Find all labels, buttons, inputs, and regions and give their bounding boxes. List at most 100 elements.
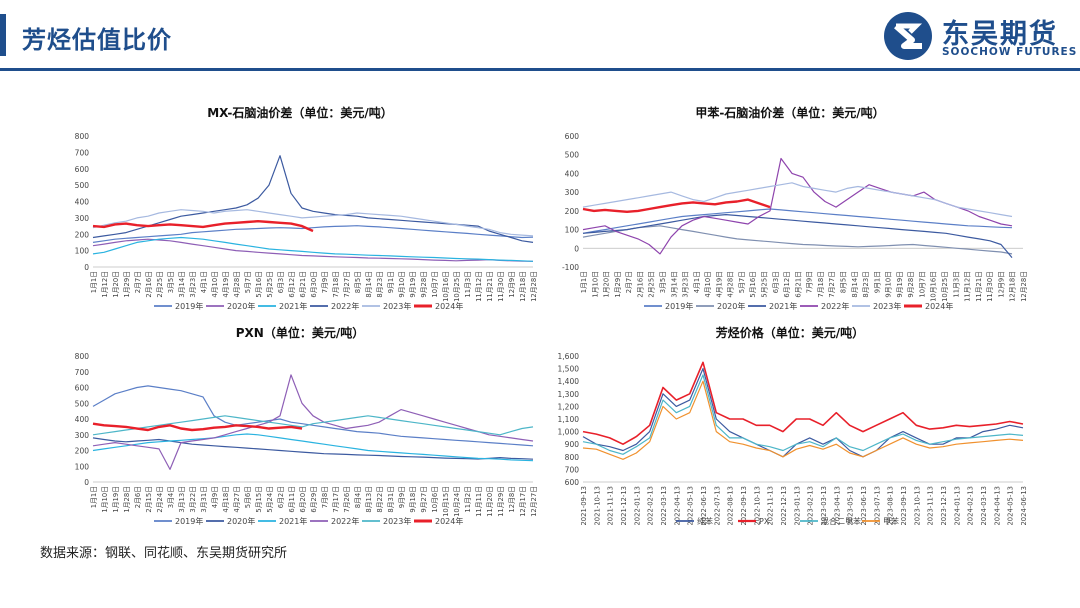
y-tick-label: 500 (75, 399, 90, 408)
x-tick-label: 5月25日 (266, 271, 274, 298)
x-tick-label: 2023-03-13 (820, 486, 828, 526)
x-tick-label: 3月5日 (659, 271, 667, 293)
x-tick-label: 2023-02-13 (807, 486, 815, 526)
series-line-4 (92, 415, 534, 436)
y-tick-label: 1,600 (558, 352, 580, 361)
x-tick-label: 12月18日 (519, 271, 527, 302)
x-tick-label: 2023-01-13 (793, 486, 801, 526)
y-tick-label: 400 (565, 169, 580, 178)
legend-label: 2020年 (717, 301, 745, 311)
x-tick-label: 9月10日 (398, 271, 406, 298)
x-tick-label: 5月7日 (244, 271, 252, 293)
toluene-naphtha-spread-chart: 甲苯-石脑油价差（单位：美元/吨） -100 0 100 200 300 400 500 600… (545, 100, 1035, 315)
series-line-2 (92, 433, 534, 462)
x-tick-label: 7月9日 (321, 271, 329, 293)
x-tick-label: 2022-03-13 (660, 486, 668, 526)
x-tick-label: 1月10日 (591, 271, 599, 298)
pxn-chart: PXN（单位：美元/吨） 0 100 200 300 400 500 600 700 800 1月1… (55, 320, 545, 530)
x-tick-label: 4月28日 (233, 271, 241, 298)
x-tick-label: 2月24日 (156, 486, 164, 513)
x-tick-label: 1月20日 (603, 271, 611, 298)
x-tick-label: 11月2日 (464, 486, 472, 513)
x-tick-label: 12月9日 (508, 271, 516, 298)
x-tick-label: 3月4日 (167, 486, 175, 508)
x-tick-label: 2022-08-13 (727, 486, 735, 526)
x-tick-label: 5月15日 (255, 486, 263, 513)
header-rule (0, 68, 1080, 71)
x-tick-label: 2月15日 (145, 486, 153, 513)
chart-title: 芳烃价格（单位：美元/吨） (716, 325, 864, 340)
x-tick-label: 2022-12-13 (780, 486, 788, 526)
legend-label: 甲苯 (883, 516, 899, 526)
x-tick-label: 4月9日 (211, 486, 219, 508)
x-tick-label: 2024-04-13 (993, 486, 1001, 526)
x-tick-label: 9月28日 (907, 271, 915, 298)
x-tick-label: 7月18日 (332, 271, 340, 298)
x-tick-label: 4月1日 (200, 271, 208, 293)
x-tick-label: 5月25日 (761, 271, 769, 298)
y-tick-label: 800 (565, 453, 580, 462)
x-tick-label: 2月16日 (145, 271, 153, 298)
legend-label: 2023年 (873, 301, 901, 311)
y-tick-label: 700 (565, 465, 580, 474)
x-tick-label: 2022-01-13 (633, 486, 641, 526)
x-tick-label: 11月3日 (464, 271, 472, 298)
page-header: 芳烃估值比价 东吴期货 SOOCHOW FUTURES (0, 0, 1080, 71)
y-tick-label: 1,400 (558, 377, 580, 386)
x-tick-label: 4月19日 (715, 271, 723, 298)
y-tick-label: 600 (565, 132, 580, 141)
aromatics-price-chart: 芳烃价格（单位：美元/吨） 600 700 800 900 1,000 1,100 1,200… (545, 320, 1035, 530)
x-tick-label: 11月12日 (964, 271, 972, 302)
legend-label: 纯苯 (697, 516, 713, 526)
x-tick-label: 6月20日 (299, 486, 307, 513)
series-line-3 (582, 380, 1024, 460)
series-line-5 (582, 198, 771, 214)
y-tick-label: -100 (562, 263, 579, 272)
x-tick-label: 7月26日 (343, 486, 351, 513)
data-source-note: 数据来源：钢联、同花顺、东吴期货研究所 (40, 546, 288, 561)
y-tick-label: 800 (75, 352, 90, 361)
x-tick-label: 10月7日 (918, 271, 926, 298)
x-tick-label: 8月5日 (354, 271, 362, 293)
x-tick-label: 9月28日 (420, 271, 428, 298)
x-tick-label: 3月14日 (670, 271, 678, 298)
x-tick-label: 2022-06-13 (700, 486, 708, 526)
y-tick-label: 100 (75, 462, 90, 471)
y-tick-label: 600 (75, 165, 90, 174)
x-tick-label: 1月20日 (112, 271, 120, 298)
x-tick-label: 12月8日 (508, 486, 516, 513)
logo-en-text: SOOCHOW FUTURES (942, 46, 1078, 58)
x-tick-label: 1月29日 (614, 271, 622, 298)
legend-label: 2020年 (227, 516, 255, 526)
x-tick-label: 2023-04-13 (833, 486, 841, 526)
x-tick-label: 2022-02-13 (647, 486, 655, 526)
x-tick-label: 4月18日 (222, 486, 230, 513)
x-tick-label: 2022-05-13 (687, 486, 695, 526)
legend-label: 2019年 (175, 301, 203, 311)
x-tick-label: 4月28日 (727, 271, 735, 298)
logo-mark-icon (884, 12, 932, 60)
x-tick-label: 2022-07-13 (713, 486, 721, 526)
x-tick-label: 12月28日 (530, 271, 538, 302)
x-tick-label: 6月3日 (277, 271, 285, 293)
x-tick-label: 3月22日 (189, 486, 197, 513)
legend-label: 2019年 (665, 301, 693, 311)
x-tick-label: 2021-12-13 (620, 486, 628, 526)
y-tick-label: 400 (75, 415, 90, 424)
x-tick-label: 10月15日 (442, 486, 450, 517)
mx-naphtha-spread-chart: MX-石脑油价差（单位：美元/吨） 0 100 200 300 400 500 600 700 8… (55, 100, 545, 315)
y-tick-label: 1,000 (558, 428, 580, 437)
x-tick-label: 8月5日 (839, 271, 847, 293)
x-tick-label: 9月19日 (896, 271, 904, 298)
x-tick-label: 3月13日 (178, 486, 186, 513)
x-tick-label: 2024-05-13 (1007, 486, 1015, 526)
x-tick-label: 8月14日 (365, 271, 373, 298)
x-tick-label: 11月12日 (475, 271, 483, 302)
legend-label: 2021年 (279, 516, 307, 526)
x-tick-label: 2022-04-13 (673, 486, 681, 526)
x-tick-label: 8月14日 (851, 271, 859, 298)
x-tick-label: 2月7日 (625, 271, 633, 293)
x-tick-label: 2023-07-13 (873, 486, 881, 526)
x-tick-label: 2021-11-13 (607, 486, 615, 526)
x-tick-label: 2022-09-13 (740, 486, 748, 526)
